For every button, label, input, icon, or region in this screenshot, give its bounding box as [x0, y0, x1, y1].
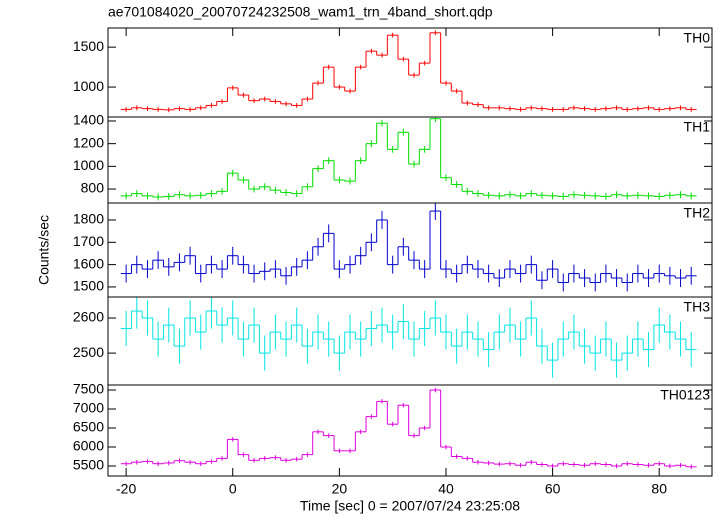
panel-frame: [107, 27, 713, 118]
x-tick-label: 40: [438, 481, 454, 497]
y-tick-label: 2600: [73, 309, 104, 325]
panel-label: TH0123: [660, 387, 710, 403]
x-tick-label: 60: [545, 481, 561, 497]
y-tick-label: 6500: [73, 419, 104, 435]
panel-frame: [107, 202, 713, 298]
y-tick-label: 2500: [73, 344, 104, 360]
y-tick-label: 1500: [73, 38, 104, 54]
y-tick-label: 1200: [73, 134, 104, 150]
x-tick-label: 0: [229, 481, 237, 497]
y-tick-label: 7500: [73, 381, 104, 397]
y-tick-label: 1800: [73, 211, 104, 227]
panel-label: TH1: [684, 119, 711, 135]
y-tick-label: 7000: [73, 400, 104, 416]
y-tick-label: 1500: [73, 278, 104, 294]
y-tick-label: 1600: [73, 255, 104, 271]
panel-frame: [107, 116, 713, 204]
y-tick-label: 6000: [73, 438, 104, 454]
panel-frame: [107, 384, 713, 477]
y-tick-label: 1000: [73, 157, 104, 173]
chart-title: ae701084020_20070724232508_wam1_trn_4ban…: [108, 4, 493, 20]
x-tick-label: -20: [116, 481, 136, 497]
panel-label: TH3: [684, 299, 711, 315]
y-tick-label: 800: [81, 180, 105, 196]
y-tick-label: 1000: [73, 78, 104, 94]
y-tick-label: 1700: [73, 233, 104, 249]
panel-label: TH0: [684, 30, 711, 46]
panel-frame: [107, 296, 713, 386]
x-tick-label: 20: [332, 481, 348, 497]
y-tick-label: 5500: [73, 457, 104, 473]
x-tick-label: 80: [651, 481, 667, 497]
panel-label: TH2: [684, 205, 711, 221]
x-axis-label: Time [sec] 0 = 2007/07/24 23:25:08: [300, 498, 520, 514]
y-axis-label: Counts/sec: [36, 215, 52, 285]
y-tick-label: 1400: [73, 112, 104, 128]
